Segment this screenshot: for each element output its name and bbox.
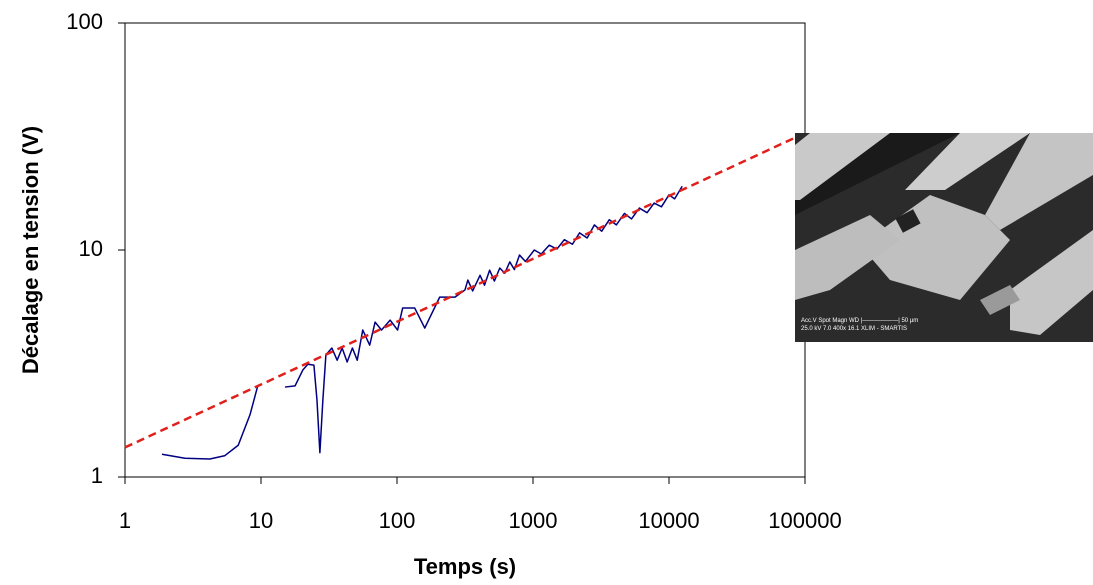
x-tick-label: 1 (119, 508, 131, 533)
inset-photo (795, 133, 1093, 342)
x-tick-label: 1000 (509, 508, 558, 533)
y-tick-label: 10 (79, 236, 103, 261)
x-tick-label: 100000 (768, 508, 841, 533)
y-tick-label: 1 (91, 463, 103, 488)
x-tick-label: 100 (379, 508, 416, 533)
y-axis-title: Décalage en tension (V) (18, 126, 43, 374)
inset-caption: 25.0 kV 7.0 400x 16.1 XLIM - SMARTIS (801, 326, 907, 332)
data-line (161, 185, 683, 460)
x-tick-label: 10000 (638, 508, 699, 533)
plot-frame (124, 22, 806, 478)
x-axis-title: Temps (s) (414, 554, 516, 579)
fit-line (124, 135, 798, 449)
x-tick-label: 10 (249, 508, 273, 533)
inset-caption: Acc.V Spot Magn WD |——————| 50 µm (801, 318, 918, 324)
y-tick-label: 100 (66, 9, 103, 34)
